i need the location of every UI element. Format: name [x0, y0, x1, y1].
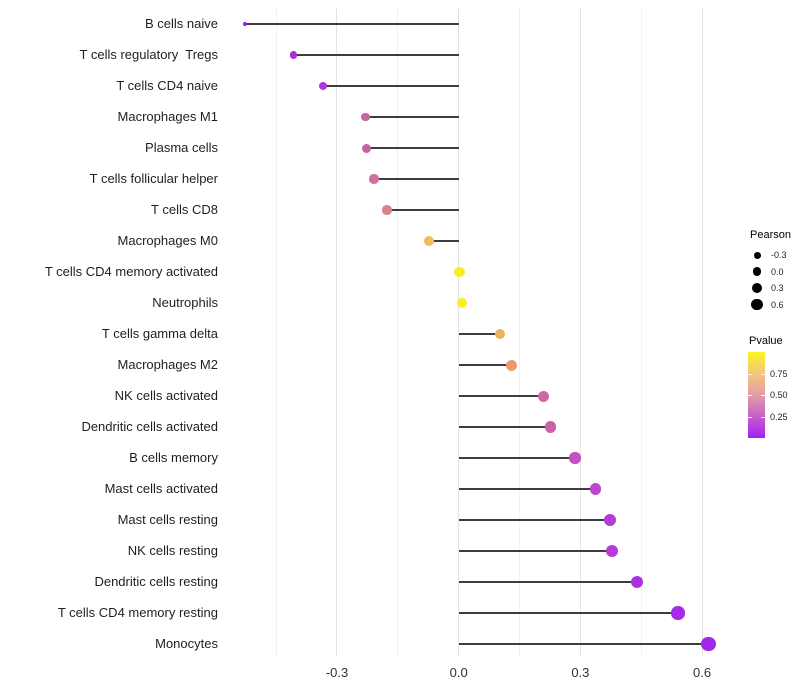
lollipop-stem — [429, 240, 459, 242]
gridline-major — [336, 8, 338, 656]
lollipop-stem — [458, 426, 551, 428]
gridline-major — [579, 8, 581, 656]
gridline-major — [701, 8, 703, 656]
lollipop-dot — [569, 452, 581, 464]
x-axis-tick-label: 0.0 — [449, 665, 468, 680]
gridline-major — [458, 8, 460, 656]
y-axis-label: T cells follicular helper — [89, 171, 218, 186]
size-legend-dot — [751, 298, 763, 311]
y-axis-label: NK cells activated — [114, 388, 218, 403]
size-legend-dot — [752, 267, 762, 276]
gridline-minor — [640, 8, 642, 656]
lollipop-dot — [454, 266, 465, 278]
y-axis-label: Monocytes — [155, 636, 218, 651]
lollipop-stem — [366, 147, 459, 149]
lollipop-dot — [456, 297, 467, 309]
lollipop-dot — [603, 514, 616, 526]
y-axis-label: Mast cells activated — [104, 481, 218, 496]
lollipop-stem — [365, 116, 459, 118]
lollipop-stem — [458, 364, 511, 366]
lollipop-stem — [458, 457, 576, 459]
lollipop-stem — [458, 550, 613, 552]
y-axis-label: Mast cells resting — [117, 512, 218, 527]
size-legend-label: 0.6 — [771, 299, 784, 310]
lollipop-stem — [458, 643, 709, 645]
lollipop-dot — [382, 205, 392, 215]
y-axis-label: T cells regulatory Tregs — [79, 47, 218, 62]
colorbar-tick-mark — [748, 373, 752, 375]
y-axis-label: Macrophages M1 — [117, 109, 218, 124]
lollipop-stem — [458, 395, 544, 397]
lollipop-dot — [362, 143, 372, 153]
colorbar-tick-label: 0.25 — [770, 411, 788, 422]
gridline-minor — [519, 8, 521, 656]
legend-title-pearson: Pearson — [750, 229, 791, 241]
x-axis-tick-label: 0.3 — [571, 665, 590, 680]
lollipop-dot — [361, 112, 370, 122]
lollipop-stem — [458, 612, 679, 614]
x-axis-tick-label: -0.3 — [325, 665, 349, 680]
y-axis-label: Macrophages M2 — [117, 357, 218, 372]
colorbar-tick-mark — [761, 395, 765, 396]
size-legend-label: -0.3 — [771, 250, 787, 260]
y-axis-label: T cells gamma delta — [101, 326, 218, 341]
gridline-minor — [275, 8, 277, 656]
lollipop-dot — [424, 236, 435, 246]
y-axis-label: Dendritic cells resting — [94, 574, 218, 589]
y-axis-label: Macrophages M0 — [117, 233, 218, 248]
lollipop-stem — [458, 519, 610, 521]
colorbar-tick-mark — [761, 416, 765, 418]
lollipop-dot — [606, 545, 619, 557]
y-axis-label: NK cells resting — [127, 543, 218, 558]
y-axis-label: T cells CD4 naive — [116, 78, 218, 93]
size-legend-label: 0.3 — [771, 283, 784, 293]
lollipop-dot — [505, 359, 517, 371]
size-legend-label: 0.0 — [771, 266, 784, 277]
lollipop-dot — [369, 174, 379, 184]
y-axis-label: T cells CD4 memory resting — [57, 605, 218, 620]
lollipop-stem — [322, 85, 459, 87]
lollipop-stem — [386, 209, 459, 211]
colorbar-tick-mark — [748, 416, 752, 418]
size-legend-dot — [753, 251, 761, 259]
lollipop-stem — [458, 488, 596, 490]
lollipop-dot — [318, 82, 327, 90]
lollipop-dot — [701, 636, 716, 652]
y-axis-label: B cells memory — [129, 450, 218, 465]
lollipop-dot — [671, 606, 685, 620]
lollipop-dot — [589, 483, 602, 495]
y-axis-label: Plasma cells — [145, 140, 218, 155]
y-axis-label: T cells CD8 — [151, 202, 218, 217]
lollipop-stem — [458, 333, 501, 335]
x-axis-tick-label: 0.6 — [693, 665, 712, 680]
y-axis-label: B cells naive — [145, 16, 218, 31]
colorbar-tick-mark — [761, 373, 765, 375]
y-axis-label: Neutrophils — [152, 295, 218, 310]
lollipop-dot — [242, 21, 248, 27]
size-legend-dot — [751, 282, 763, 294]
lollipop-dot — [544, 421, 557, 433]
lollipop-dot — [537, 390, 549, 402]
lollipop-dot — [494, 328, 506, 340]
pvalue-colorbar — [748, 352, 765, 438]
lollipop-stem — [244, 23, 459, 25]
colorbar-tick-label: 0.75 — [770, 368, 788, 379]
lollipop-dot — [630, 575, 644, 589]
legend-title-pvalue: Pvalue — [749, 335, 783, 347]
colorbar-tick-label: 0.50 — [770, 390, 788, 400]
lollipop-stem — [373, 178, 459, 180]
gridline-minor — [397, 8, 399, 656]
y-axis-label: Dendritic cells activated — [81, 419, 218, 434]
colorbar-tick-mark — [748, 395, 752, 396]
lollipop-stem — [293, 54, 459, 56]
lollipop-dot — [289, 51, 298, 59]
lollipop-stem — [458, 581, 638, 583]
y-axis-label: T cells CD4 memory activated — [44, 264, 218, 279]
